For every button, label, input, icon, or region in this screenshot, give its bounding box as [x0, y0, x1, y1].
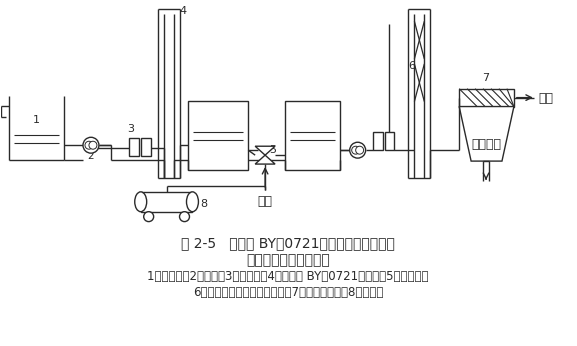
Text: 1－废水槽；2－水泵；3－流量计；4－酵母菌 BY－0721曝气塔；5－离心泵；: 1－废水槽；2－水泵；3－流量计；4－酵母菌 BY－0721曝气塔；5－离心泵；: [147, 270, 429, 283]
Bar: [129, 138, 138, 156]
Text: 酵母: 酵母: [257, 195, 272, 208]
Text: 图 2-5   酵母菌 BY－0721－焦炭固定床生物膜: 图 2-5 酵母菌 BY－0721－焦炭固定床生物膜: [181, 236, 395, 251]
Circle shape: [89, 141, 97, 149]
Circle shape: [85, 141, 93, 149]
Bar: [141, 192, 193, 212]
Circle shape: [179, 212, 189, 221]
Bar: [373, 132, 383, 150]
Text: 8: 8: [200, 199, 208, 209]
Text: 2: 2: [88, 151, 94, 161]
Text: 3: 3: [127, 124, 134, 134]
Text: 活性污泥: 活性污泥: [471, 138, 501, 151]
Circle shape: [355, 146, 364, 154]
Text: 6: 6: [408, 61, 415, 71]
Bar: [141, 138, 151, 156]
Ellipse shape: [135, 192, 147, 212]
Text: 出水: 出水: [539, 92, 554, 105]
Text: 6－焦炭固定床生物膜曝气塔；7－斜板沉淀池；8－空压机: 6－焦炭固定床生物膜曝气塔；7－斜板沉淀池；8－空压机: [193, 286, 383, 299]
Bar: [459, 89, 514, 107]
Text: 二段处理淀粉废水工艺: 二段处理淀粉废水工艺: [246, 253, 330, 267]
Text: 1: 1: [33, 116, 40, 125]
Text: 4: 4: [179, 6, 186, 16]
Circle shape: [352, 146, 359, 154]
Circle shape: [144, 212, 153, 221]
Ellipse shape: [186, 192, 198, 212]
Text: 5: 5: [269, 145, 276, 155]
Circle shape: [350, 142, 366, 158]
Bar: [285, 101, 340, 170]
Polygon shape: [459, 107, 514, 161]
Circle shape: [83, 137, 99, 153]
Bar: [189, 101, 248, 170]
Polygon shape: [255, 146, 275, 155]
Polygon shape: [255, 155, 275, 164]
Bar: [384, 132, 395, 150]
Text: 7: 7: [482, 73, 490, 83]
